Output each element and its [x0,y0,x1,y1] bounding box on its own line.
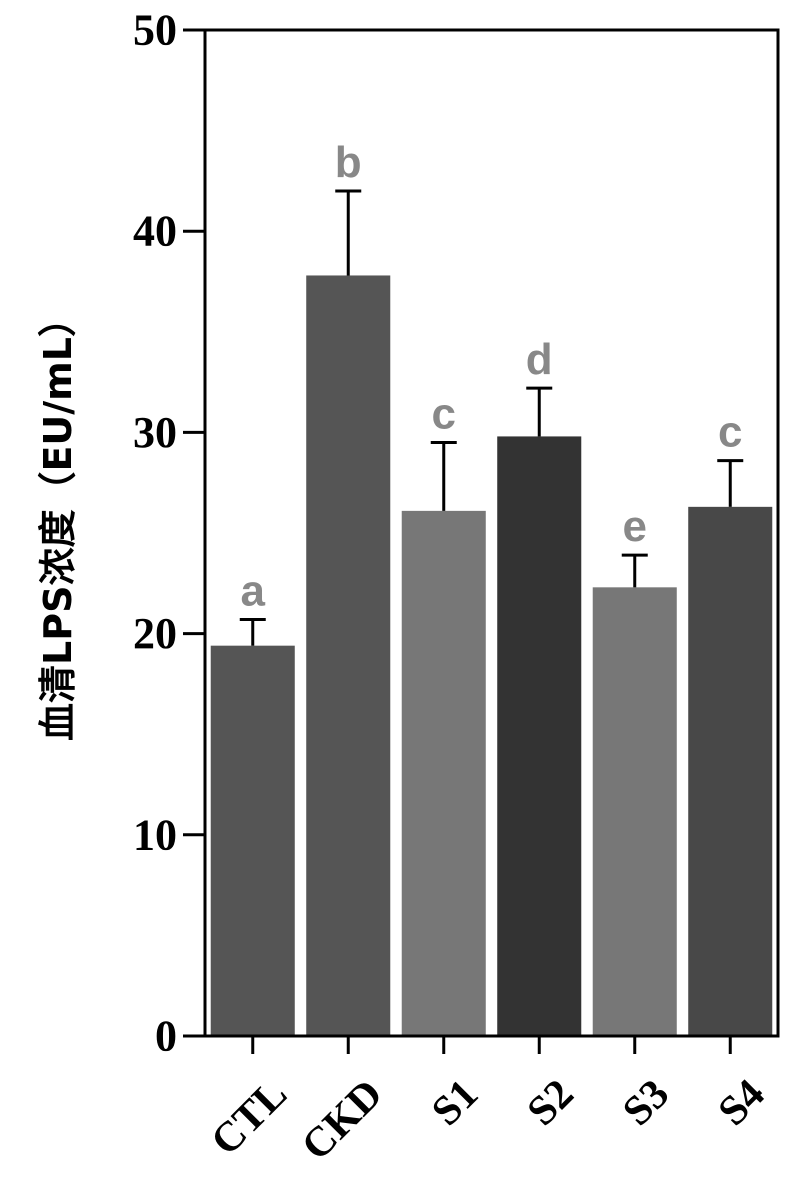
significance-label-CTL: a [241,567,266,616]
y-axis-title: 血清LPS浓度（EU/mL） [36,299,80,741]
y-axis: 0 10 20 30 40 50 [133,6,205,1061]
bar-S4 [688,506,773,1036]
y-tick-label-0: 0 [155,1012,177,1061]
error-bar-S1 [430,440,457,511]
plot-frame [203,28,780,1038]
bar-CTL [210,645,295,1036]
error-bar-CKD [335,189,362,276]
x-tick-label-S4: S4 [710,1071,774,1135]
bars-group [210,275,773,1036]
bar-CKD [306,275,391,1036]
x-tick-label-S1: S1 [423,1071,487,1135]
bar-S1 [401,510,486,1036]
y-tick-label-50: 50 [133,6,177,55]
bar-S3 [592,587,677,1036]
y-tick-label-40: 40 [133,207,177,256]
y-tick-label-10: 10 [133,810,177,859]
error-bar-S2 [526,386,553,437]
error-bar-S3 [621,553,648,588]
x-tick-label-S3: S3 [614,1071,678,1135]
significance-label-CKD: b [335,138,362,187]
error-bars-group [239,189,744,646]
significance-label-S4: c [718,408,742,457]
x-tick-label-CKD: CKD [293,1071,392,1170]
x-tick-label-CTL: CTL [203,1071,297,1165]
significance-label-S3: e [623,502,647,551]
error-bar-CTL [239,618,266,646]
significance-label-S1: c [432,389,456,438]
y-tick-label-20: 20 [133,609,177,658]
significance-labels-group: a b c d e c [241,138,743,616]
error-bar-S4 [717,459,744,507]
significance-label-S2: d [526,335,553,384]
x-tick-label-S2: S2 [519,1071,583,1135]
bar-S2 [497,436,582,1036]
y-tick-label-30: 30 [133,408,177,457]
